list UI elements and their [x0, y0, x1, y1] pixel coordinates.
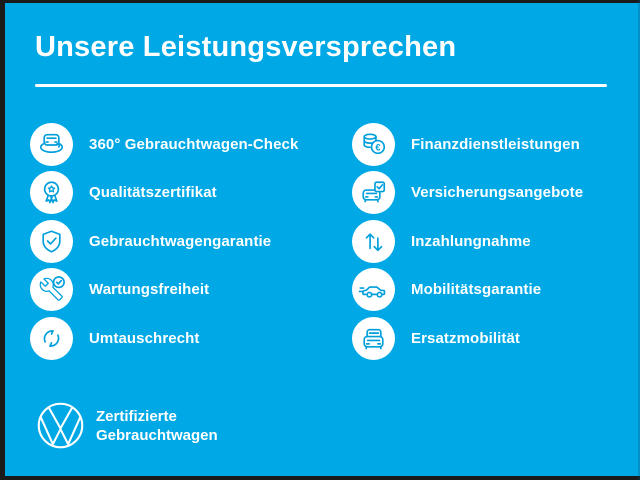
service-item-label: Mobilitätsgarantie — [411, 281, 542, 299]
service-item: Inzahlungnahme — [352, 219, 620, 263]
brand-claim-line1: Zertifizierte — [96, 407, 177, 425]
service-item-label: Wartungsfreiheit — [89, 281, 210, 299]
service-item: Versicherungsangebote — [352, 171, 620, 215]
vw-logo-icon — [37, 402, 84, 449]
two-cars-icon — [352, 316, 395, 360]
quality-seal-icon — [30, 171, 73, 215]
service-item: Umtauschrecht — [30, 316, 352, 360]
service-item: Qualitätszertifikat — [30, 171, 352, 215]
service-item: 360° Gebrauchtwagen-Check — [30, 122, 352, 166]
left-edge-artifact — [0, 0, 5, 480]
service-item: Mobilitätsgarantie — [352, 268, 620, 312]
coins-euro-icon: € — [352, 122, 395, 166]
car-360-icon — [30, 122, 73, 166]
wrench-check-icon — [30, 268, 73, 312]
service-item-label: Finanzdienstleistungen — [411, 135, 580, 153]
service-grid: 360° Gebrauchtwagen-Check € Finanzdienst… — [30, 120, 620, 363]
car-checklist-icon — [352, 171, 395, 215]
shield-check-icon — [30, 219, 73, 263]
arrows-up-down-icon — [352, 219, 395, 263]
service-item-label: Ersatzmobilität — [411, 329, 521, 347]
car-motion-icon — [352, 268, 395, 312]
service-item: € Finanzdienstleistungen — [352, 122, 620, 166]
service-item-label: Umtauschrecht — [89, 329, 200, 347]
exchange-arrows-icon — [30, 316, 73, 360]
service-item-label: Inzahlungnahme — [411, 232, 531, 250]
service-item-label: Versicherungsangebote — [411, 184, 584, 202]
svg-text:€: € — [375, 142, 380, 152]
brand-claim: Zertifizierte Gebrauchtwagen — [96, 407, 218, 445]
brand-claim-line2: Gebrauchtwagen — [96, 426, 218, 444]
service-item: Ersatzmobilität — [352, 316, 620, 360]
service-item-label: Gebrauchtwagengarantie — [89, 232, 272, 250]
service-item: Gebrauchtwagengarantie — [30, 219, 352, 263]
page-title: Unsere Leistungsversprechen — [35, 31, 457, 63]
top-edge-artifact — [0, 0, 640, 3]
service-item: Wartungsfreiheit — [30, 268, 352, 312]
right-edge-artifact — [638, 0, 640, 480]
service-item-label: 360° Gebrauchtwagen-Check — [89, 135, 299, 153]
bottom-edge-artifact — [0, 476, 640, 480]
title-underline — [35, 84, 607, 87]
brand-footer: Zertifizierte Gebrauchtwagen — [36, 401, 218, 450]
service-item-label: Qualitätszertifikat — [89, 184, 217, 202]
